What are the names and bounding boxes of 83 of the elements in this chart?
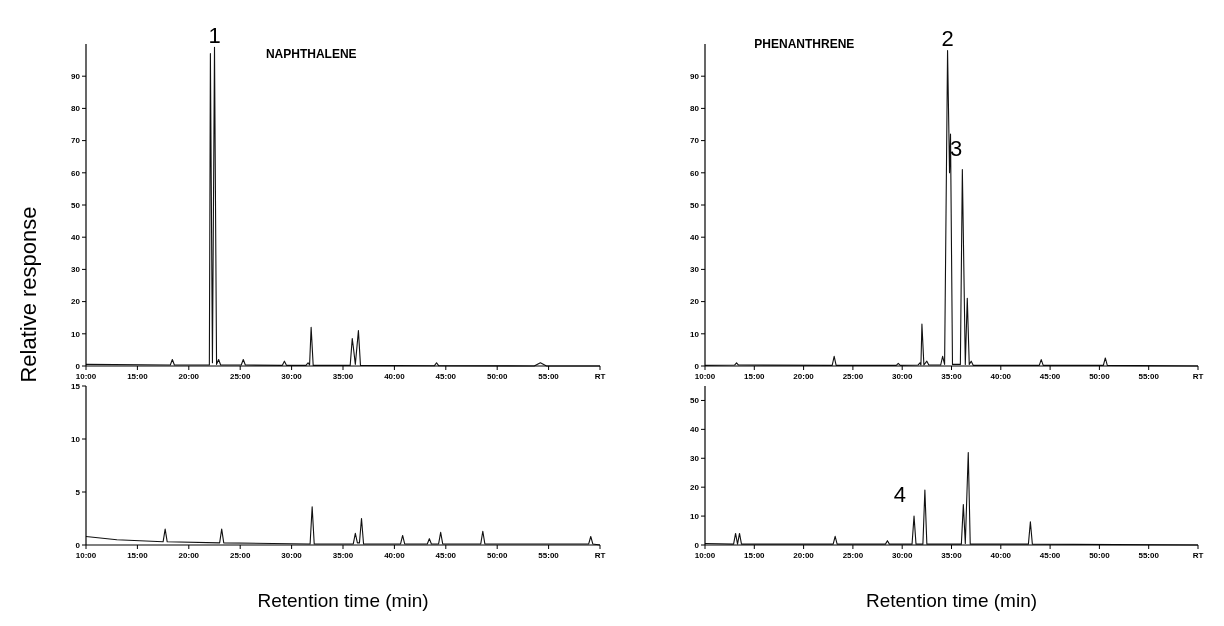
y-tick-label: 20 <box>71 297 81 307</box>
x-tick-label: 30:00 <box>281 372 303 381</box>
chart-title: PHENANTHRENE <box>754 37 855 51</box>
x-tick-label: 50:00 <box>486 372 508 381</box>
x-tick-label: 40:00 <box>384 551 406 560</box>
y-tick-label: 10 <box>71 329 81 339</box>
y-tick-label: 30 <box>690 454 700 464</box>
x-tick-label: 10:00 <box>75 372 97 381</box>
y-tick-label: 90 <box>690 72 700 81</box>
y-tick-label: 30 <box>690 265 700 275</box>
x-tick-label: 25:00 <box>842 372 864 381</box>
y-tick-label: 30 <box>71 265 81 275</box>
x-tick-label: 30:00 <box>891 551 913 560</box>
x-tick-label: RT <box>1192 372 1204 381</box>
x-tick-label: 20:00 <box>793 551 815 560</box>
y-axis-title: Relative response <box>16 206 41 383</box>
x-tick-label: 25:00 <box>229 372 251 381</box>
x-tick-label: RT <box>1192 551 1204 560</box>
y-tick-label: 0 <box>75 361 81 371</box>
annotation: 2 <box>941 26 954 52</box>
y-tick-label: 70 <box>71 136 81 146</box>
y-tick-label: 70 <box>690 136 700 146</box>
x-tick-label: 40:00 <box>990 551 1012 560</box>
annotation: 1 <box>208 23 221 49</box>
x-tick-label: 55:00 <box>538 372 560 381</box>
x-tick-label: 35:00 <box>332 551 354 560</box>
y-tick-label: 40 <box>690 425 700 435</box>
chart-title: NAPHTHALENE <box>265 47 357 61</box>
annotation: 3 <box>950 135 963 161</box>
y-tick-label: 60 <box>690 168 700 178</box>
x-tick-label: 40:00 <box>384 372 406 381</box>
y-tick-label: 0 <box>694 540 700 550</box>
x-tick-label: 30:00 <box>891 372 913 381</box>
y-tick-label: 0 <box>694 361 700 371</box>
x-tick-label: 55:00 <box>1138 551 1160 560</box>
y-tick-label: 60 <box>71 168 81 178</box>
x-tick-label: 15:00 <box>127 551 149 560</box>
y-tick-label: 5 <box>75 487 81 497</box>
y-tick-label: 0 <box>75 540 81 550</box>
y-tick-label: 10 <box>690 329 700 339</box>
x-tick-label: 45:00 <box>435 372 457 381</box>
y-tick-label: 50 <box>690 200 700 210</box>
x-tick-label: 25:00 <box>229 551 251 560</box>
y-tick-label: 20 <box>690 482 700 492</box>
x-tick-label: 35:00 <box>332 372 354 381</box>
x-tick-label: 50:00 <box>486 551 508 560</box>
y-tick-label: 80 <box>690 104 700 114</box>
x-tick-label: 30:00 <box>281 551 303 560</box>
x-axis-title: Retention time (min) <box>257 590 429 611</box>
x-tick-label: 50:00 <box>1089 372 1111 381</box>
y-tick-label: 10 <box>690 511 700 521</box>
x-tick-label: 50:00 <box>1089 551 1111 560</box>
x-tick-label: 15:00 <box>744 551 766 560</box>
y-tick-label: 20 <box>690 297 700 307</box>
x-tick-label: 10:00 <box>694 551 716 560</box>
x-axis-title: Retention time (min) <box>865 590 1038 611</box>
x-tick-label: 35:00 <box>941 372 963 381</box>
y-tick-label: 80 <box>71 104 81 114</box>
y-tick-label: 40 <box>71 233 81 242</box>
x-tick-label: 45:00 <box>435 551 457 560</box>
y-tick-label: 40 <box>690 233 700 242</box>
x-tick-label: RT <box>594 551 606 560</box>
x-tick-label: 25:00 <box>842 551 864 560</box>
x-tick-label: 55:00 <box>1138 372 1160 381</box>
x-tick-label: 20:00 <box>793 372 815 381</box>
x-tick-label: 35:00 <box>941 551 963 560</box>
annotation: 4 <box>893 482 907 508</box>
x-tick-label: 15:00 <box>127 372 149 381</box>
x-tick-label: 45:00 <box>1039 372 1061 381</box>
y-tick-label: 50 <box>690 396 700 406</box>
x-tick-label: 10:00 <box>694 372 716 381</box>
x-tick-label: 20:00 <box>178 551 200 560</box>
x-tick-label: 20:00 <box>178 372 200 381</box>
x-tick-label: 40:00 <box>990 372 1012 381</box>
x-tick-label: RT <box>594 372 606 381</box>
x-tick-label: 15:00 <box>744 372 766 381</box>
y-tick-label: 15 <box>71 381 81 391</box>
y-tick-label: 10 <box>71 434 81 444</box>
x-tick-label: 10:00 <box>75 551 97 560</box>
x-tick-label: 55:00 <box>538 551 560 560</box>
y-tick-label: 50 <box>71 200 81 210</box>
y-tick-label: 90 <box>71 72 81 81</box>
x-tick-label: 45:00 <box>1039 551 1061 560</box>
